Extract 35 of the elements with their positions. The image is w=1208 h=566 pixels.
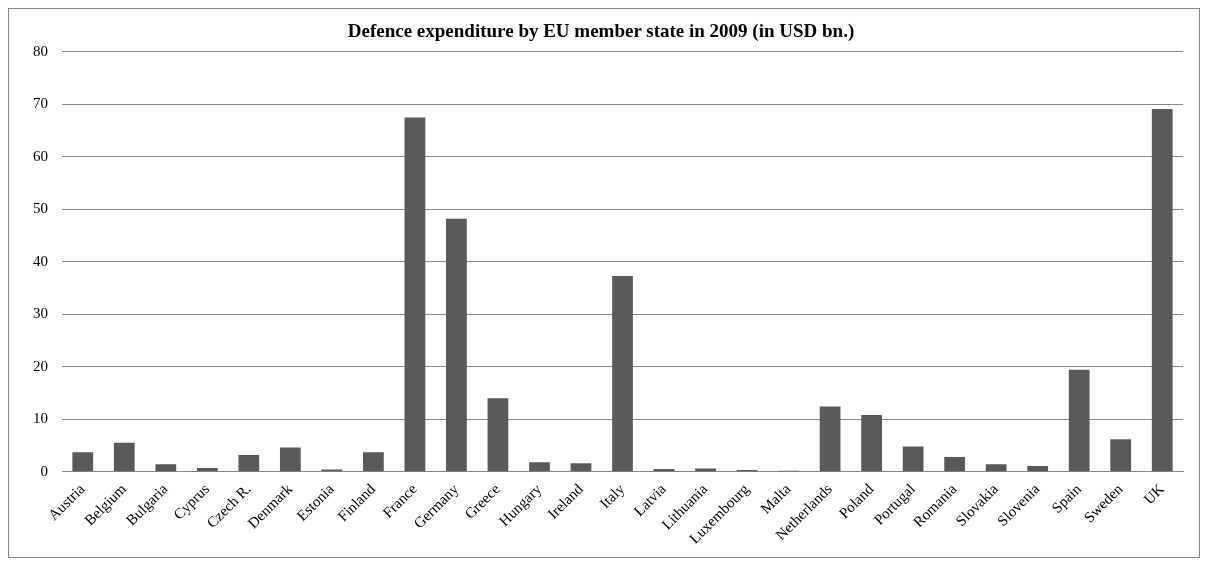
bar (819, 406, 841, 472)
bar (985, 464, 1007, 472)
bar (653, 469, 675, 472)
bar (487, 398, 509, 472)
bar (279, 447, 301, 472)
bar (612, 275, 633, 472)
bar (861, 414, 882, 472)
y-tick-label: 0 (40, 462, 48, 479)
bar (404, 117, 426, 472)
bar (446, 218, 467, 472)
bar (238, 454, 260, 472)
y-tick-label: 70 (33, 95, 48, 112)
bar (529, 462, 550, 472)
y-tick-label: 20 (33, 357, 48, 374)
y-tick-label: 10 (33, 410, 48, 427)
y-tick-label: 80 (33, 42, 48, 59)
bar (1110, 439, 1132, 472)
bar (363, 452, 384, 472)
bar (570, 463, 592, 472)
bar (113, 442, 135, 472)
y-tick-label: 60 (33, 147, 48, 164)
x-tick-label: Italy (596, 480, 628, 512)
chart-title: Defence expenditure by EU member state in 2009 (in USD bn.) (347, 20, 855, 43)
bar (155, 464, 177, 472)
bar (1151, 109, 1173, 472)
bar (944, 456, 966, 472)
x-tick-label: UK (1140, 480, 1168, 508)
y-tick-label: 40 (33, 252, 48, 269)
bar (902, 446, 924, 472)
bar (1068, 369, 1090, 472)
y-tick-label: 50 (33, 200, 48, 217)
bar (196, 468, 218, 472)
bar (1027, 465, 1049, 472)
bar (72, 452, 94, 472)
y-tick-label: 30 (33, 305, 48, 322)
